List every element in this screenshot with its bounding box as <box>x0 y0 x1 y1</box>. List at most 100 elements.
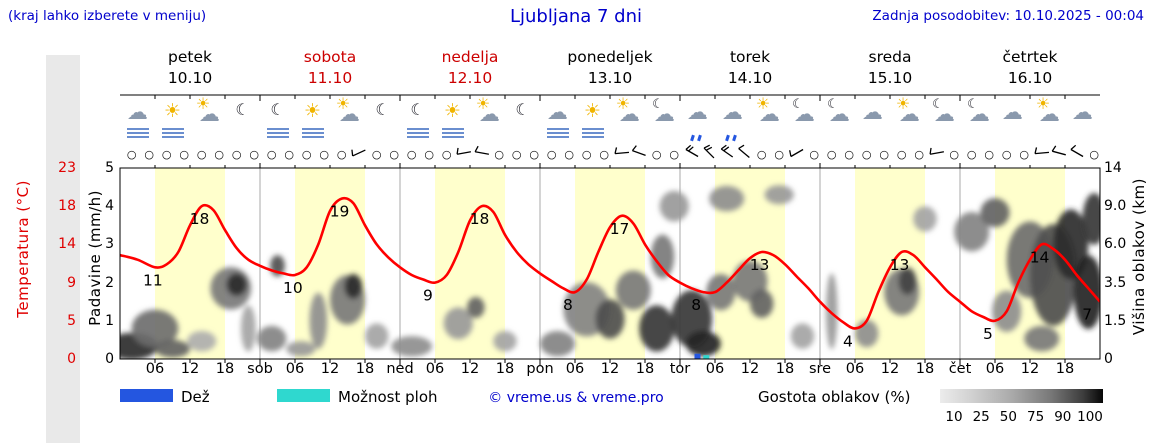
moon-icon: ☾ <box>792 97 804 112</box>
wind-calm-icon: ○ <box>529 148 539 161</box>
weather-icon-suncloud: ☀ ☁ <box>1030 96 1066 144</box>
day-name: petek <box>168 48 212 66</box>
density-tick-label: 50 <box>999 409 1017 425</box>
weather-icon-cloud: ☁ <box>855 98 891 144</box>
cloud-icon: ☁ <box>722 100 743 124</box>
weather-icon-fogsun: ☀ <box>575 98 611 144</box>
wind-calm-icon: ○ <box>494 148 504 161</box>
wind-barb-icon <box>734 143 754 167</box>
day-name: ponedeljek <box>567 48 653 66</box>
weather-icon-mooncloud: ☾ ☁ <box>820 98 856 144</box>
shower-legend-label: Možnost ploh <box>338 388 438 406</box>
day-date: 15.10 <box>867 69 913 87</box>
moon-icon: ☾ <box>375 100 390 119</box>
density-tick-label: 100 <box>1077 409 1103 425</box>
wind-calm-icon: ○ <box>1001 148 1012 161</box>
temperature-label: 14 <box>1030 248 1050 266</box>
temperature-label: 5 <box>983 325 993 343</box>
weather-icon-fogcloud: ☁ <box>540 98 576 144</box>
weather-icon-suncloud: ☀ ☁ <box>330 96 366 144</box>
moon-icon: ☾ <box>410 100 425 119</box>
temperature-label: 10 <box>283 279 303 297</box>
temp-tick: 9 <box>67 274 76 291</box>
sun-icon: ☀ <box>335 94 351 113</box>
x-tick-label: 18 <box>1055 361 1075 377</box>
wind-calm-icon: ○ <box>371 148 382 161</box>
cloud-icon: ☁ <box>654 102 675 126</box>
x-tick-label: sob <box>247 361 273 377</box>
cloud-icon: ☁ <box>687 100 708 124</box>
shower-legend-swatch <box>277 389 330 402</box>
wind-calm-icon: ○ <box>896 148 907 161</box>
sun-icon: ☀ <box>475 94 491 113</box>
day-date: 14.10 <box>727 69 773 87</box>
weather-icon-moon: ☾ <box>225 98 261 144</box>
cloud-icon: ☁ <box>759 102 780 126</box>
wind-calm-icon: ○ <box>144 148 154 161</box>
wind-barb-icon <box>1032 143 1052 167</box>
temperature-label: 18 <box>190 210 210 228</box>
weather-icon-mooncloud: ☾ ☁ <box>925 98 961 144</box>
temperature-label: 19 <box>330 203 350 221</box>
temperature-label: 9 <box>423 287 433 305</box>
temperature-label: 8 <box>563 296 573 314</box>
x-tick-label: 06 <box>285 361 305 377</box>
cloud-icon: ☁ <box>1002 100 1023 124</box>
precip-tick: 0 <box>105 351 114 367</box>
x-tick-label: 12 <box>1020 361 1040 377</box>
rain-legend-label: Dež <box>181 388 210 406</box>
sun-icon: ☀ <box>163 100 182 122</box>
day-date: 10.10 <box>167 69 213 87</box>
fog-icon <box>546 126 569 138</box>
wind-calm-icon: ○ <box>126 148 137 161</box>
precip-tick: 3 <box>105 236 114 253</box>
x-tick-label: 06 <box>705 361 725 377</box>
wind-calm-icon: ○ <box>161 148 172 161</box>
cloud-icon: ☁ <box>619 102 640 126</box>
cloud-icon: ☁ <box>1039 102 1060 126</box>
day-header-petek: petek 10.10 <box>120 48 260 87</box>
cloud-icon: ☁ <box>862 100 883 124</box>
wind-calm-icon: ○ <box>861 148 872 161</box>
weather-icon-fogsun: ☀ <box>435 98 471 144</box>
wind-barb-icon <box>927 143 947 167</box>
weather-icon-moon: ☾ <box>505 98 541 144</box>
cloud-density-gradient <box>940 389 1103 403</box>
wind-calm-icon: ○ <box>774 148 784 161</box>
copyright-link[interactable]: © vreme.us & vreme.pro <box>488 390 664 406</box>
wind-calm-icon: ○ <box>984 148 994 161</box>
wind-barb-icon <box>682 143 702 167</box>
wind-calm-icon: ○ <box>266 148 277 161</box>
weather-icon-raincloud: ☁ <box>715 98 751 144</box>
x-tick-label: 06 <box>845 361 865 377</box>
weather-icon-fogcloud: ☁ <box>120 98 156 144</box>
x-tick-label: pon <box>526 361 554 377</box>
x-tick-label: 12 <box>600 361 620 377</box>
sun-icon: ☀ <box>615 94 631 113</box>
density-tick-label: 10 <box>945 409 963 425</box>
wind-barb-icon <box>612 143 632 167</box>
wind-calm-icon: ○ <box>949 148 959 161</box>
weather-icon-mooncloud: ☾ ☁ <box>960 98 996 144</box>
moon-icon: ☾ <box>932 97 944 112</box>
day-date: 12.10 <box>447 69 493 87</box>
day-name: sreda <box>868 48 912 66</box>
day-header-sobota: sobota 11.10 <box>260 48 400 87</box>
page-title: Ljubljana 7 dni <box>509 6 643 27</box>
x-tick-label: 18 <box>635 361 655 377</box>
weather-icon-suncloud: ☀ ☁ <box>610 96 646 144</box>
wind-barb-icon <box>717 143 737 167</box>
weather-icon-fogmoon: ☾ <box>260 98 296 144</box>
x-tick-label: tor <box>669 361 691 377</box>
cloud-icon: ☁ <box>339 102 360 126</box>
wind-barb-icon <box>1067 143 1087 167</box>
wind-calm-icon: ○ <box>179 148 189 161</box>
wind-calm-icon: ○ <box>809 148 819 161</box>
temp-tick: 23 <box>58 160 76 176</box>
wind-calm-icon: ○ <box>826 148 837 161</box>
temp-tick: 0 <box>67 351 76 367</box>
wind-calm-icon: ○ <box>511 148 522 161</box>
x-tick-label: 06 <box>985 361 1005 377</box>
precip-bar <box>694 353 701 359</box>
x-tick-label: 12 <box>320 361 340 377</box>
